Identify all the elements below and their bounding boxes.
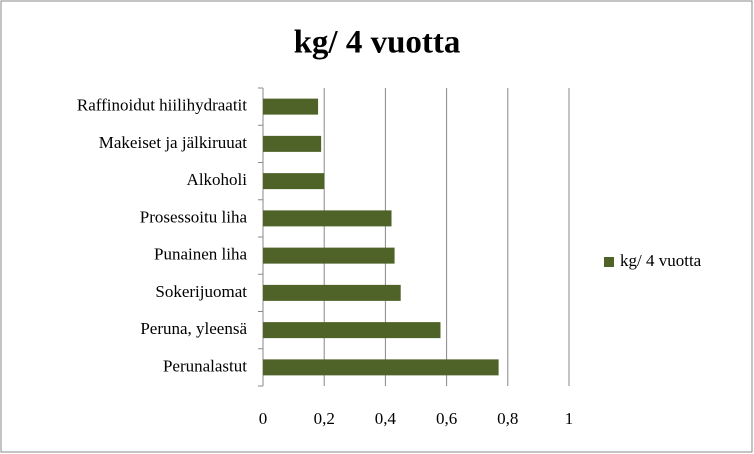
- x-tick-label: 0: [259, 409, 268, 428]
- y-tick-label: Sokerijuomat: [155, 282, 247, 301]
- y-tick-label: Alkoholi: [187, 170, 248, 189]
- bar: [263, 359, 499, 376]
- bar: [263, 247, 395, 264]
- legend-label: kg/ 4 vuotta: [620, 251, 702, 270]
- x-tick-label: 0,8: [497, 409, 518, 428]
- y-tick-label: Raffinoidut hiilihydraatit: [77, 96, 247, 115]
- chart-title: kg/ 4 vuotta: [294, 25, 461, 61]
- x-tick-label: 0,2: [314, 409, 335, 428]
- x-tick-label: 0,6: [436, 409, 457, 428]
- bar: [263, 210, 392, 227]
- bar: [263, 322, 441, 339]
- bar: [263, 284, 401, 301]
- bar: [263, 135, 322, 152]
- y-tick-label: Prosessoitu liha: [140, 207, 248, 226]
- y-tick-label: Makeiset ja jälkiruuat: [99, 133, 248, 152]
- bar: [263, 173, 325, 190]
- bar: [263, 98, 319, 115]
- y-tick-label: Punainen liha: [154, 245, 247, 264]
- y-tick-label: Perunalastut: [163, 356, 247, 375]
- x-tick-label: 0,4: [375, 409, 397, 428]
- y-tick-label: Peruna, yleensä: [140, 319, 247, 338]
- legend-swatch: [604, 257, 614, 267]
- x-tick-label: 1: [565, 409, 574, 428]
